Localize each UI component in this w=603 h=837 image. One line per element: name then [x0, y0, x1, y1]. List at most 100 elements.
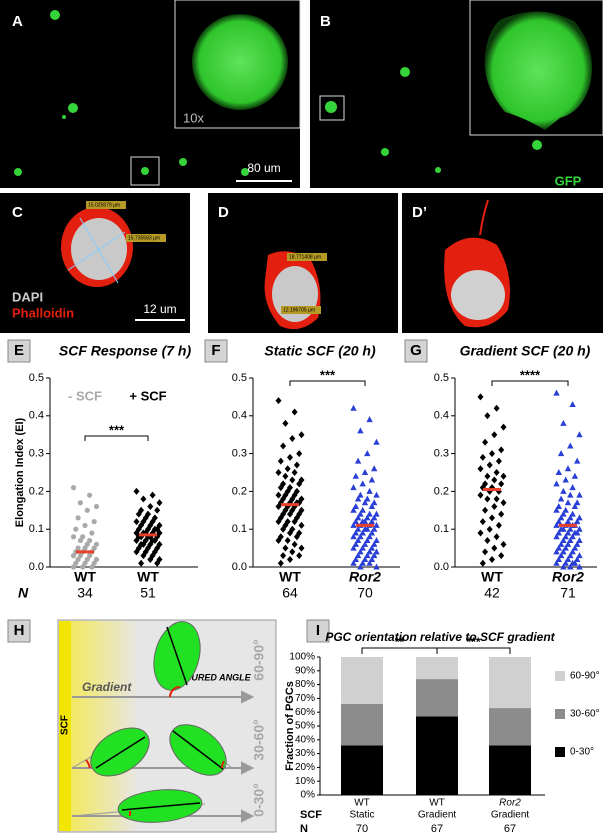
- data-point: [498, 552, 505, 560]
- data-point: [371, 514, 378, 521]
- data-point: [89, 530, 95, 536]
- data-point: [75, 556, 81, 563]
- micrograph-a: 10x 80 um A: [0, 0, 301, 188]
- row-label: SCF: [300, 809, 322, 821]
- data-point: [287, 510, 293, 518]
- data-point: [357, 491, 364, 498]
- data-point: [75, 515, 81, 521]
- data-point: [364, 450, 371, 457]
- data-point: [82, 560, 88, 566]
- data-point: [352, 555, 359, 562]
- data-point: [89, 564, 95, 570]
- data-point: [364, 514, 371, 521]
- data-point: [500, 472, 507, 480]
- y-tick-label: 0.4: [29, 410, 44, 422]
- diagram-h: SCF Gradient MEASURED ANGLE 60-90° 30-60…: [57, 619, 277, 833]
- data-point: [84, 541, 90, 547]
- x-tick-label: WT: [74, 569, 96, 585]
- data-point: [357, 548, 364, 555]
- inset-label: 10x: [183, 110, 204, 125]
- data-point: [366, 533, 373, 540]
- bar-segment: [341, 745, 383, 795]
- data-point: [484, 472, 491, 480]
- y-tick-label: 50%: [295, 721, 315, 732]
- data-point: [576, 563, 583, 570]
- legend-label: 60-90°: [570, 671, 600, 682]
- n-value: 67: [431, 823, 443, 835]
- panel-label: B: [320, 13, 331, 30]
- data-point: [357, 427, 364, 434]
- data-point: [562, 559, 569, 566]
- measure-label: 18.771408 µm: [289, 254, 321, 260]
- x-tick-label: WT: [481, 569, 503, 585]
- x-tick-label: Ror2: [499, 798, 521, 809]
- data-point: [484, 495, 491, 503]
- x-tick-label: WT: [354, 798, 370, 809]
- data-point: [564, 540, 572, 547]
- data-point: [366, 416, 373, 423]
- x-tick-label: WT: [137, 569, 159, 585]
- bar-segment: [416, 657, 458, 680]
- data-point: [498, 480, 505, 488]
- data-point: [275, 469, 282, 476]
- y-tick-label: 100%: [289, 652, 315, 663]
- data-point: [361, 499, 369, 506]
- data-point: [357, 533, 364, 540]
- data-point: [291, 518, 298, 526]
- n-value: 70: [356, 823, 368, 835]
- data-point: [80, 564, 86, 570]
- data-point: [482, 438, 489, 446]
- data-point: [555, 529, 562, 536]
- n-value: 51: [140, 585, 156, 601]
- data-point: [87, 553, 93, 559]
- y-axis-label: Fraction of PGCs: [284, 681, 296, 771]
- data-point: [359, 518, 366, 525]
- data-point: [557, 514, 565, 521]
- data-point: [371, 499, 378, 506]
- data-point: [280, 552, 287, 560]
- data-point: [368, 529, 376, 536]
- data-point: [491, 503, 498, 511]
- legend-label: 0-30°: [570, 747, 594, 758]
- data-point: [354, 525, 362, 532]
- data-point: [284, 465, 291, 473]
- data-point: [275, 503, 282, 511]
- data-point: [493, 533, 500, 541]
- data-point: [282, 472, 289, 480]
- data-point: [293, 533, 300, 541]
- data-point: [368, 503, 376, 510]
- bar-segment: [341, 703, 383, 746]
- data-point: [493, 469, 500, 476]
- data-point: [77, 553, 83, 559]
- data-point: [368, 555, 376, 562]
- data-point: [571, 503, 579, 510]
- data-point: [280, 442, 287, 450]
- data-point: [569, 533, 576, 540]
- chart-title: Static SCF (20 h): [264, 343, 376, 359]
- bar-segment: [416, 679, 458, 717]
- data-point: [350, 404, 357, 411]
- data-point: [73, 526, 79, 532]
- data-point: [574, 499, 581, 506]
- data-point: [574, 457, 581, 464]
- data-point: [93, 541, 100, 547]
- data-point: [366, 548, 373, 555]
- data-point: [354, 552, 362, 559]
- bar-segment: [489, 745, 531, 795]
- data-point: [275, 491, 282, 499]
- data-point: [350, 544, 357, 551]
- panel-label: F: [211, 342, 220, 359]
- data-point: [491, 431, 498, 439]
- data-point: [373, 521, 380, 528]
- data-point: [477, 393, 484, 401]
- data-point: [371, 540, 378, 547]
- bar-segment: [416, 716, 458, 795]
- y-tick-label: 0.1: [434, 523, 449, 535]
- data-point: [553, 559, 560, 566]
- data-point: [493, 404, 500, 412]
- data-point: [291, 469, 298, 476]
- micrograph-d-prime: D’: [402, 193, 603, 333]
- y-tick-label: 10%: [295, 776, 315, 787]
- data-point: [560, 419, 567, 426]
- panel-label: E: [14, 342, 24, 359]
